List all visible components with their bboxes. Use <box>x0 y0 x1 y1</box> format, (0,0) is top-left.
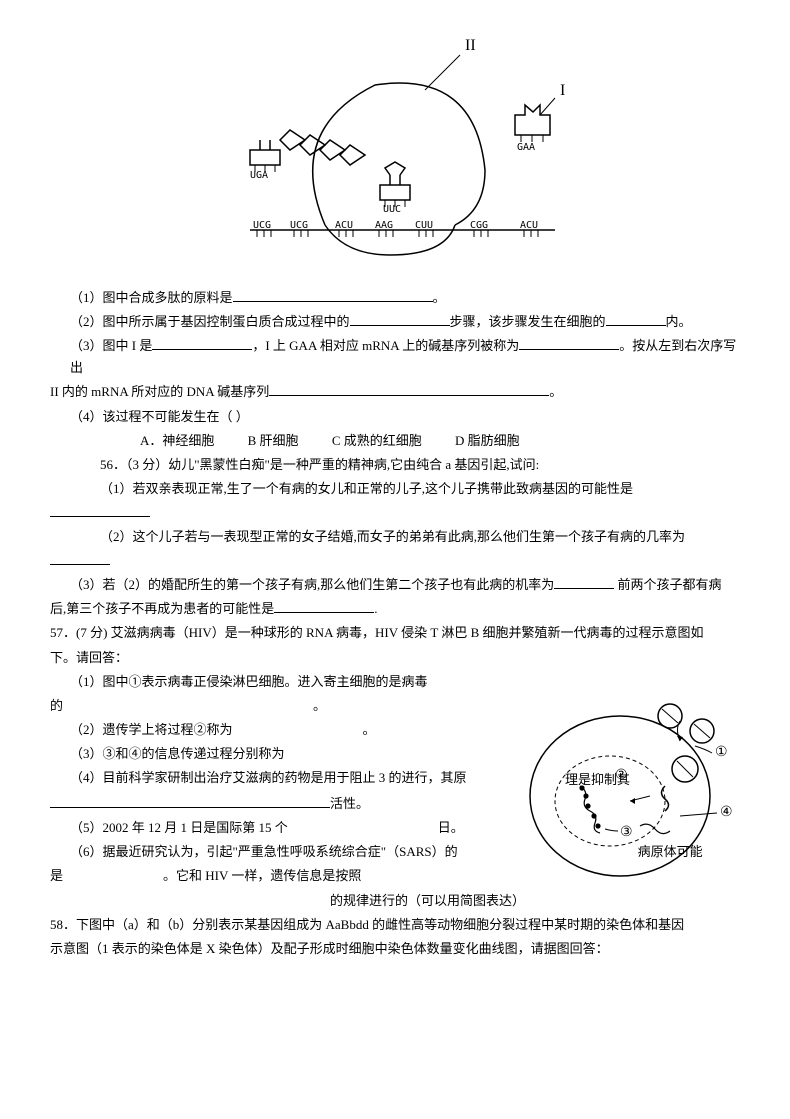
q1-text: （1）图中合成多肽的原料是 <box>70 290 233 305</box>
q3-blank1 <box>152 336 252 350</box>
q2-blank2 <box>606 312 666 326</box>
q4-option-d: D 脂肪细胞 <box>455 430 520 452</box>
svg-text:CUU: CUU <box>415 220 433 231</box>
q4-option-c: C 成熟的红细胞 <box>332 430 422 452</box>
diagram-svg: II I GAA <box>195 30 595 260</box>
q3-line1: （3）图中 I 是，I 上 GAA 相对应 mRNA 上的碱基序列被称为。按从左… <box>50 335 740 379</box>
trna-uga: UGA <box>250 140 280 181</box>
svg-text:UCG: UCG <box>253 220 271 231</box>
q56-sub3-line2: 后,第三个孩子不再成为患者的可能性是. <box>50 598 740 620</box>
svg-text:AAG: AAG <box>375 220 393 231</box>
svg-text:UUC: UUC <box>383 204 401 215</box>
svg-text:GAA: GAA <box>517 142 535 153</box>
q4-options: A．神经细胞 B 肝细胞 C 成熟的红细胞 D 脂肪细胞 <box>50 430 740 452</box>
q57-sub1-line2: 的。 <box>50 695 490 717</box>
translation-diagram: II I GAA <box>50 30 740 267</box>
q56-sub3-blank1 <box>554 575 614 589</box>
trna-uuc: UUC <box>380 162 410 215</box>
q3-blank3 <box>269 382 549 396</box>
q56-sub1: （1）若双亲表现正常,生了一个有病的女儿和正常的儿子,这个儿子携带此致病基因的可… <box>50 478 740 500</box>
q3-line2: II 内的 mRNA 所对应的 DNA 碱基序列。 <box>50 381 740 403</box>
q2-blank1 <box>350 312 450 326</box>
svg-text:②: ② <box>615 768 628 783</box>
q56-sub2: （2）这个儿子若与一表现型正常的女子结婚,而女子的弟弟有此病,那么他们生第一个孩… <box>50 526 740 548</box>
q3-blank2 <box>519 336 619 350</box>
q57-sub1-line1: （1）图中①表示病毒正侵染淋巴细胞。进入寄主细胞的是病毒 <box>50 671 490 693</box>
svg-text:ACU: ACU <box>520 220 538 231</box>
polypeptide-chain <box>280 130 365 165</box>
q57-sub6-line3: 的规律进行的（可以用简图表达） <box>50 890 740 912</box>
svg-text:④: ④ <box>720 805 733 820</box>
q56-sub3-line1: （3）若（2）的婚配所生的第一个孩子有病,那么他们生第二个孩子也有此病的机率为 … <box>50 574 740 596</box>
q3-prefix: （3）图中 I 是 <box>70 338 152 353</box>
q4-option-b: B 肝细胞 <box>248 430 299 452</box>
q56-sub3-blank2 <box>274 599 374 613</box>
hiv-svg: ① ② ③ ④ <box>520 701 740 881</box>
trna-i: GAA <box>515 105 550 153</box>
q4-option-a: A．神经细胞 <box>140 430 214 452</box>
q1-line: （1）图中合成多肽的原料是。 <box>50 287 740 309</box>
q57-header2: 下。请回答： <box>50 647 740 669</box>
q58-line1: 58．下图中（a）和（b）分别表示某基因组成为 AaBbdd 的雌性高等动物细胞… <box>50 914 740 936</box>
svg-text:CGG: CGG <box>470 220 488 231</box>
hiv-diagram: ① ② ③ ④ <box>520 701 740 888</box>
q57-sub3: （3）③和④的信息传递过程分别称为 <box>50 743 490 765</box>
roman-i-label: I <box>560 82 565 99</box>
q57-header: 57．(7 分) 艾滋病病毒（HIV）是一种球形的 RNA 病毒，HIV 侵染 … <box>50 622 740 644</box>
q56-sub2-blank <box>50 550 740 572</box>
svg-text:③: ③ <box>620 825 633 840</box>
q4-line: （4）该过程不可能发生在（ ） <box>50 406 740 428</box>
q2-line: （2）图中所示属于基因控制蛋白质合成过程中的步骤，该步骤发生在细胞的内。 <box>50 311 740 333</box>
q56-sub1-blank <box>50 502 740 524</box>
q56-header: 56．（3 分）幼儿"黑蒙性白痴"是一种严重的精神病,它由纯合 a 基因引起,试… <box>50 454 740 476</box>
svg-text:①: ① <box>715 745 728 760</box>
q57-sub4-line1: （4）目前科学家研制出治疗艾滋病的药物是用于阻止 3 的进行，其原 <box>50 767 490 789</box>
q57-sub2: （2）遗传学上将过程②称为。 <box>50 719 490 741</box>
q57-body: ① ② ③ ④ <box>50 671 740 864</box>
q4-text: （4）该过程不可能发生在（ ） <box>70 409 249 424</box>
q58-line2: 示意图（1 表示的染色体是 X 染色体）及配子形成时细胞中染色体数量变化曲线图，… <box>50 938 740 960</box>
roman-ii-label: II <box>465 37 476 54</box>
q1-blank <box>233 288 433 302</box>
svg-text:ACU: ACU <box>335 220 353 231</box>
svg-text:UCG: UCG <box>290 220 308 231</box>
q2-prefix: （2）图中所示属于基因控制蛋白质合成过程中的 <box>70 314 350 329</box>
